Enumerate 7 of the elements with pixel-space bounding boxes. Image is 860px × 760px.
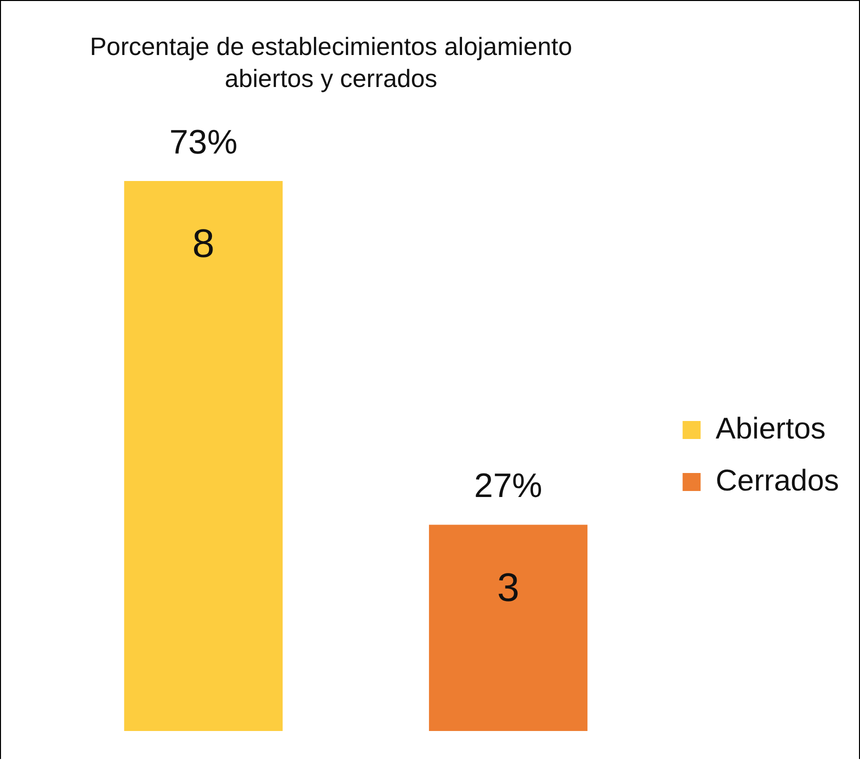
data-label: 8 (192, 222, 215, 266)
legend-label: Abiertos (716, 412, 826, 446)
data-label: 3 (497, 566, 520, 610)
annotation: 27% (474, 467, 542, 506)
chart-title: Porcentaje de establecimientos alojamiento abiertos y cerrados (88, 32, 574, 95)
legend-label: Cerrados (716, 464, 840, 498)
text: 73% (169, 123, 238, 162)
